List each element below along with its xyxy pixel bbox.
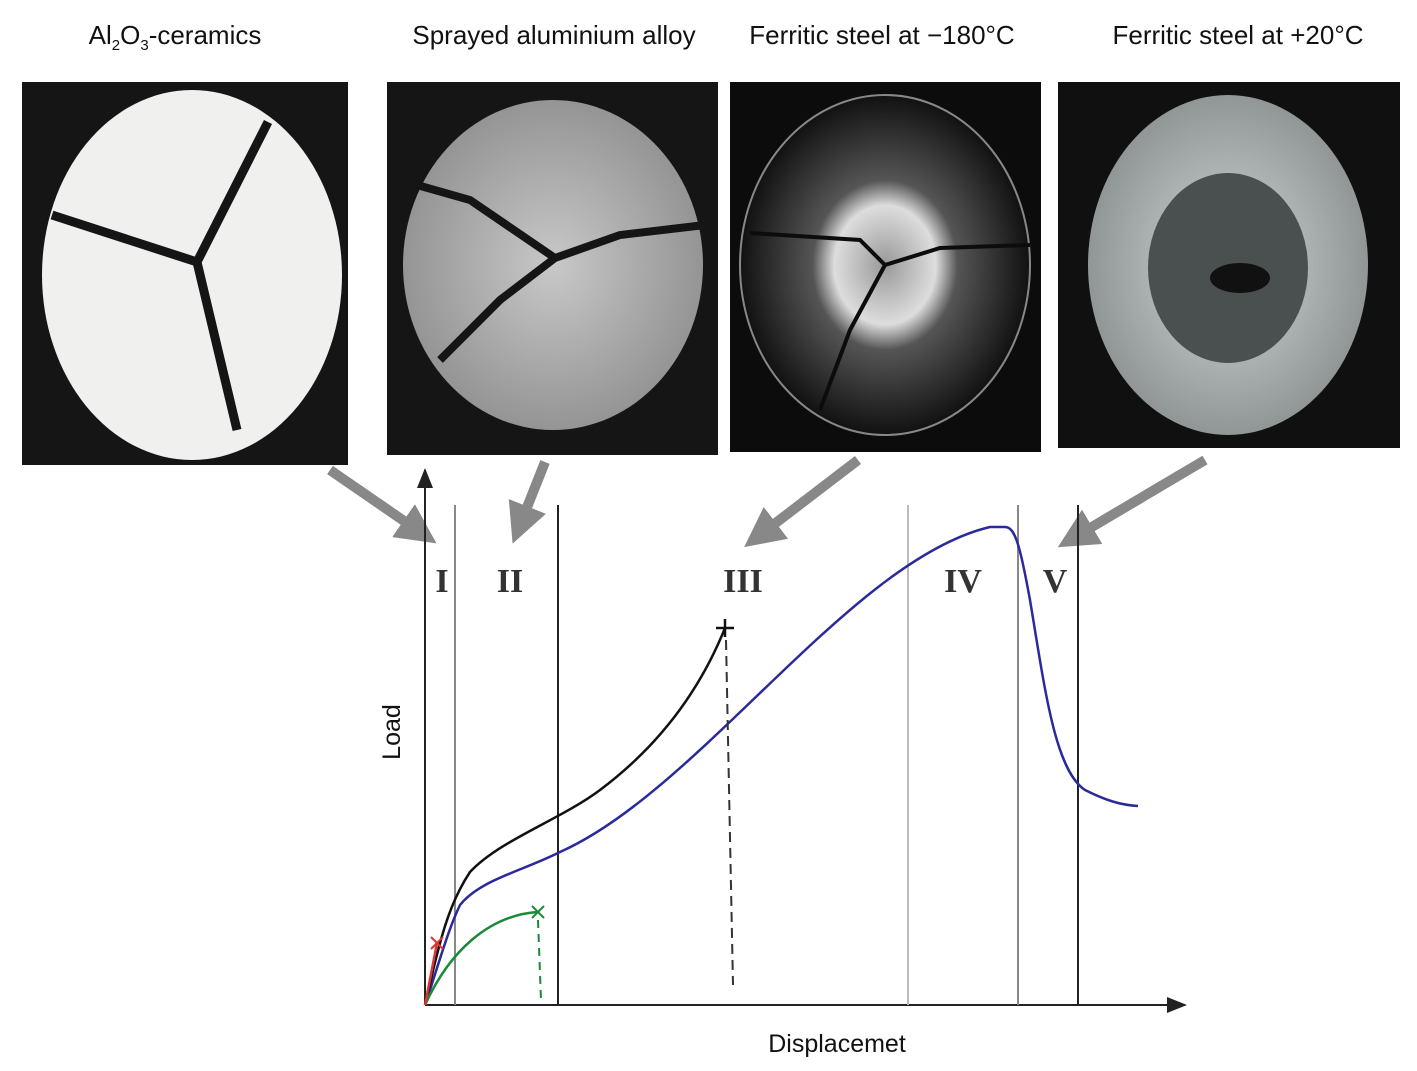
photo-steel-cold: [730, 82, 1041, 452]
x-axis-label: Displacemet: [768, 1030, 906, 1058]
photo-aluminium: [387, 82, 718, 455]
photo-title: Sprayed aluminium alloy: [412, 20, 695, 50]
photo-title: Ferritic steel at +20°C: [1113, 20, 1364, 50]
photo-steel-warm: [1058, 82, 1400, 448]
region-label: V: [1043, 563, 1068, 600]
region-label: II: [497, 563, 523, 600]
photo-title: Al2O3-ceramics: [89, 20, 262, 54]
chart: I II III IV V Load Displacemet: [378, 468, 1187, 1058]
photo-title: Ferritic steel at −180°C: [749, 20, 1014, 50]
photo-ceramics: [22, 82, 348, 465]
arrows: [327, 455, 1208, 548]
region-label: I: [435, 563, 448, 600]
y-axis-label: Load: [378, 704, 406, 760]
region-label: IV: [944, 563, 982, 600]
region-label: III: [723, 563, 763, 600]
